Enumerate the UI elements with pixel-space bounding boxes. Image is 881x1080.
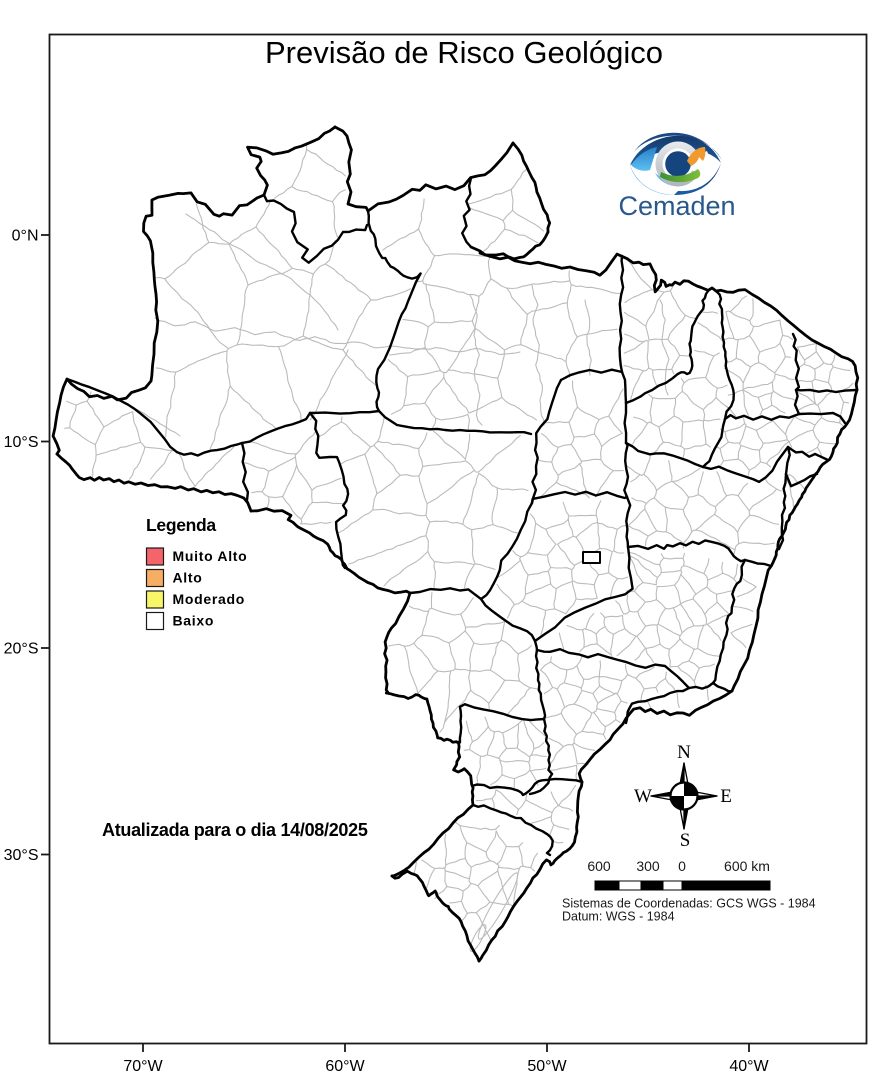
svg-text:Atualizada para o dia 14/08/20: Atualizada para o dia 14/08/2025 [102,820,368,840]
svg-text:0°N: 0°N [12,228,39,245]
svg-text:300: 300 [636,858,660,874]
svg-text:Legenda: Legenda [146,515,216,535]
svg-text:50°W: 50°W [527,1058,567,1075]
svg-text:600 km: 600 km [724,858,770,874]
svg-text:Datum: WGS - 1984: Datum: WGS - 1984 [562,910,675,924]
svg-text:600: 600 [587,858,611,874]
svg-text:60°W: 60°W [325,1058,365,1075]
svg-text:Cemaden: Cemaden [618,191,735,221]
svg-text:0: 0 [678,858,686,874]
svg-text:Muito Alto: Muito Alto [173,548,248,564]
svg-text:Baixo: Baixo [173,613,215,629]
svg-text:Sistemas de Coordenadas: GCS W: Sistemas de Coordenadas: GCS WGS - 1984 [562,897,816,911]
svg-text:N: N [677,742,691,763]
svg-text:Moderado: Moderado [173,591,246,607]
svg-text:70°W: 70°W [123,1058,163,1075]
svg-text:30°S: 30°S [4,847,39,864]
svg-text:E: E [720,786,732,807]
svg-text:20°S: 20°S [4,641,39,658]
svg-text:W: W [634,786,652,807]
svg-text:40°W: 40°W [729,1058,769,1075]
svg-text:10°S: 10°S [4,434,39,451]
svg-text:S: S [680,830,691,851]
svg-text:Previsão de Risco Geológico: Previsão de Risco Geológico [265,35,663,70]
svg-text:Alto: Alto [173,570,203,586]
